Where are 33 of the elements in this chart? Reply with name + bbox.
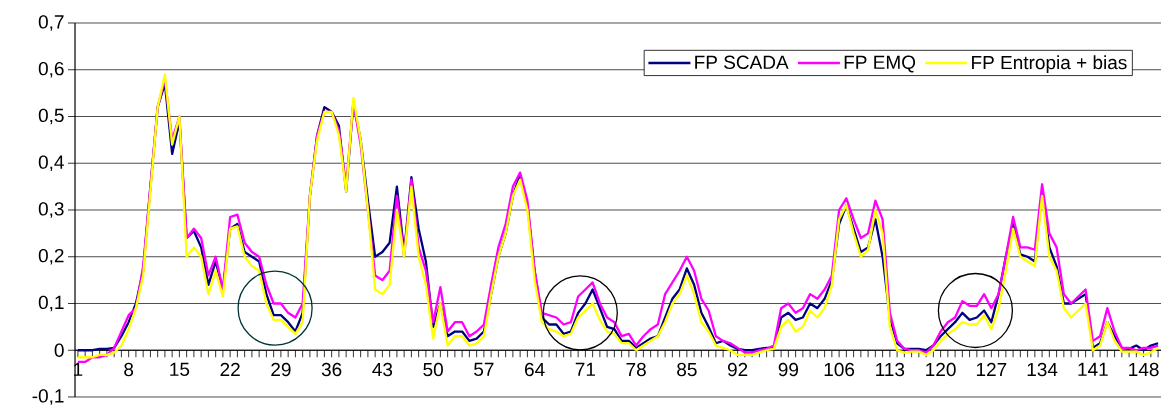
y-tick-label: 0,5 — [38, 108, 64, 125]
x-tick-label: 148 — [1129, 362, 1159, 377]
x-tick-label: 64 — [525, 362, 545, 377]
legend-label: FP Entropia + bias — [972, 55, 1127, 74]
x-tick-label: 78 — [626, 362, 646, 377]
x-tick-label: 36 — [321, 362, 342, 377]
x-tick-label: 127 — [976, 362, 1007, 377]
y-tick-label: 0 — [54, 343, 64, 357]
y-tick-label: 0,2 — [38, 248, 64, 265]
y-tick-label: 0,6 — [38, 61, 64, 78]
x-tick-label: 99 — [778, 362, 799, 377]
x-tick-label: 29 — [271, 362, 291, 377]
x-tick-label: 141 — [1078, 362, 1108, 376]
x-tick-label: 22 — [220, 362, 240, 377]
legend-label: FP EMQ — [844, 55, 916, 73]
x-tick-label: 120 — [926, 362, 956, 377]
x-tick-label: 15 — [170, 362, 190, 377]
x-tick-label: 85 — [677, 362, 697, 377]
x-tick-label: 8 — [124, 362, 134, 377]
x-tick-label: 134 — [1027, 362, 1058, 377]
legend-label: FP SCADA — [695, 55, 789, 70]
y-tick-label: 0,3 — [38, 202, 64, 218]
y-tick-label: -0,1 — [32, 389, 64, 405]
x-tick-label: 71 — [575, 362, 595, 376]
y-tick-label: 0,7 — [38, 15, 64, 31]
x-tick-label: 43 — [372, 362, 393, 377]
x-tick-label: 50 — [423, 362, 443, 377]
x-tick-label: 113 — [876, 362, 905, 377]
y-tick-label: 0,1 — [38, 295, 64, 312]
x-tick-label: 106 — [824, 362, 855, 377]
x-tick-label: 57 — [474, 362, 494, 377]
y-tick-label: 0,4 — [38, 155, 64, 172]
x-tick-label: 92 — [727, 362, 748, 377]
